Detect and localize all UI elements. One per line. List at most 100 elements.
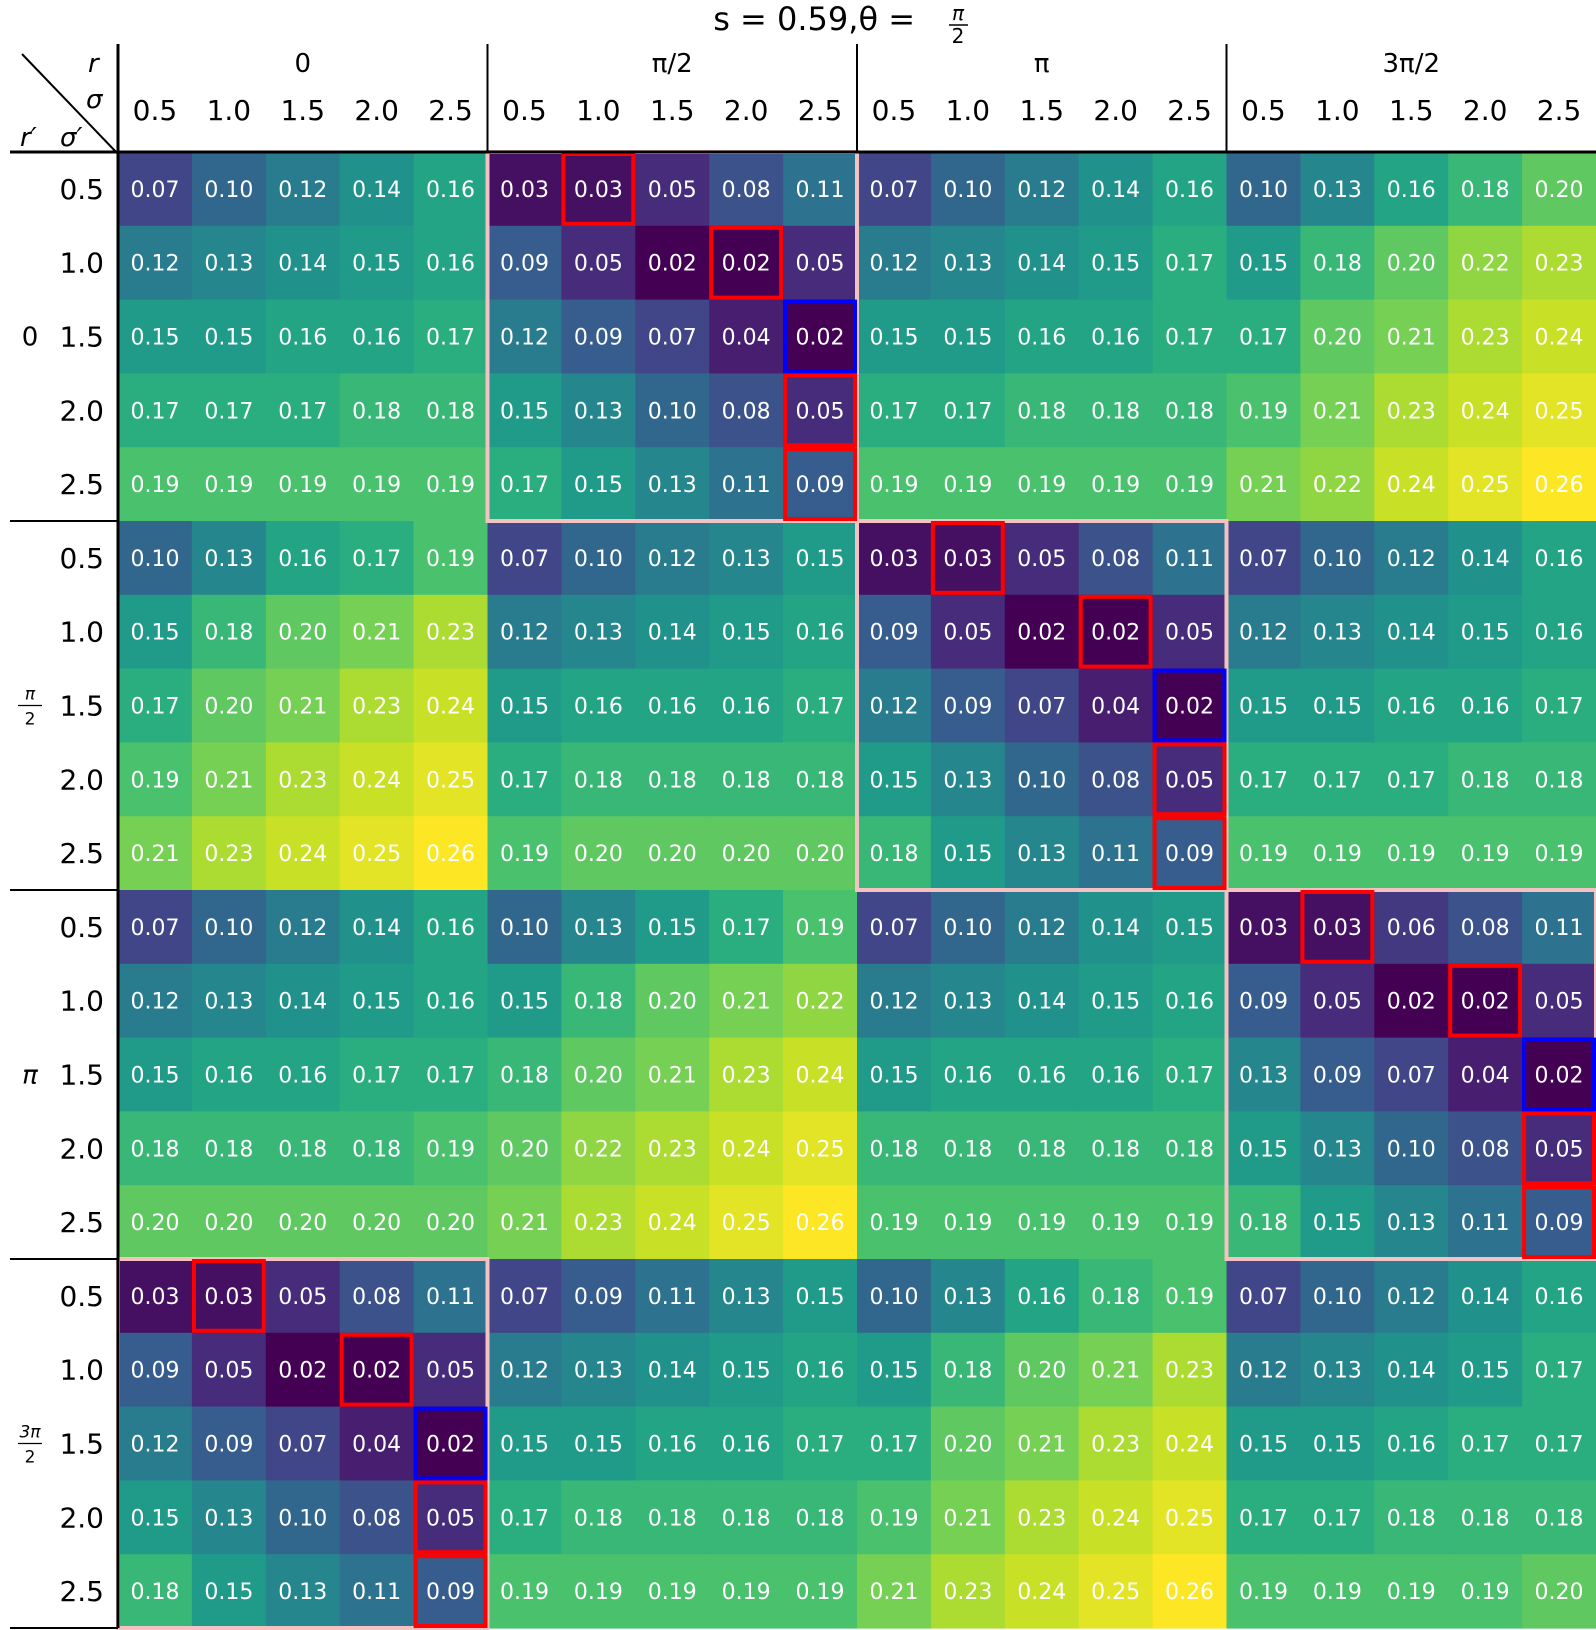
heatmap-cell — [487, 1185, 562, 1260]
cell-value-label: 0.15 — [722, 1359, 771, 1384]
heatmap-cell — [930, 1332, 1006, 1408]
cell-value-label: 0.18 — [426, 399, 475, 424]
heatmap-cell — [265, 1111, 341, 1186]
cell-value-label: 0.16 — [1387, 178, 1436, 203]
cell-highlight-red — [1078, 594, 1153, 669]
cell-value-label: 0.08 — [352, 1506, 401, 1531]
heatmap-cell — [709, 521, 784, 596]
cell-value-label: 0.02 — [1165, 695, 1214, 720]
heatmap-cell — [709, 1332, 784, 1408]
cell-value-label: 0.05 — [796, 252, 845, 277]
heatmap-cell — [1448, 1037, 1523, 1112]
heatmap-cell — [783, 890, 858, 965]
cell-value-label: 0.24 — [1535, 326, 1584, 351]
cell-value-label: 0.05 — [1165, 768, 1214, 793]
heatmap-cell — [191, 742, 267, 817]
heatmap-cell — [1078, 1554, 1154, 1629]
cell-value-label: 0.12 — [278, 916, 327, 941]
heatmap-cell — [1522, 299, 1596, 374]
cell-value-label: 0.19 — [1091, 1211, 1140, 1236]
cell-value-label: 0.08 — [1091, 768, 1140, 793]
heatmap-cell — [1152, 1111, 1228, 1186]
heatmap-cell — [783, 1480, 858, 1555]
cell-value-label: 0.05 — [648, 178, 697, 203]
cell-value-label: 0.12 — [1239, 621, 1288, 646]
row-sub-label: 1.5 — [59, 690, 104, 723]
cell-value-label: 0.16 — [426, 178, 475, 203]
cell-value-label: 0.10 — [943, 916, 992, 941]
cell-value-label: 0.18 — [1165, 399, 1214, 424]
cell-value-label: 0.20 — [278, 621, 327, 646]
heatmap-cell — [783, 152, 858, 227]
cell-value-label: 0.18 — [648, 768, 697, 793]
cell-value-label: 0.12 — [1387, 1285, 1436, 1310]
heatmap-cell — [857, 447, 932, 522]
heatmap-cell — [1300, 890, 1375, 965]
heatmap-cell — [1522, 1406, 1596, 1481]
heatmap-cell — [1448, 1332, 1523, 1408]
heatmap-cell — [857, 152, 932, 227]
cell-value-label: 0.23 — [574, 1211, 623, 1236]
heatmap-cell — [191, 816, 267, 891]
heatmap-cell — [118, 668, 193, 743]
heatmap-cell — [783, 1111, 858, 1186]
heatmap-cell — [1448, 1185, 1523, 1260]
heatmap-cell — [413, 742, 489, 817]
heatmap-cell — [1078, 963, 1154, 1039]
cell-value-label: 0.13 — [1313, 178, 1362, 203]
cell-value-label: 0.15 — [1461, 1359, 1510, 1384]
heatmap-cell — [1226, 299, 1301, 374]
heatmap-cell — [857, 1332, 932, 1408]
heatmap-cell — [1300, 447, 1375, 522]
column-group-label: π/2 — [652, 49, 693, 79]
heatmap-cell — [1078, 1185, 1154, 1260]
cell-value-label: 0.20 — [574, 842, 623, 867]
heatmap-cell — [1374, 1406, 1449, 1481]
cell-value-label: 0.17 — [500, 768, 549, 793]
heatmap-cell — [413, 447, 489, 522]
heatmap-cell — [1522, 373, 1596, 448]
cell-value-label: 0.17 — [1535, 1433, 1584, 1458]
cell-value-label: 0.09 — [574, 1285, 623, 1310]
heatmap-cell — [857, 816, 932, 891]
cell-value-label: 0.19 — [1313, 842, 1362, 867]
heatmap-cell — [1522, 225, 1596, 301]
table-frame — [10, 44, 1596, 1629]
cell-value-label: 0.15 — [796, 547, 845, 572]
heatmap-cell — [1374, 521, 1449, 596]
heatmap-cell — [561, 816, 636, 891]
cell-value-label: 0.10 — [130, 547, 179, 572]
heatmap-cell — [561, 521, 636, 596]
heatmap-cell — [561, 668, 636, 743]
heatmap-cell — [635, 1480, 710, 1555]
heatmap-cell — [1078, 668, 1154, 743]
cell-value-label: 0.18 — [204, 621, 253, 646]
cell-value-label: 0.17 — [1165, 326, 1214, 351]
cell-value-label: 0.04 — [1461, 1064, 1510, 1089]
heatmap-cell — [783, 299, 858, 374]
heatmap-cell — [561, 225, 636, 301]
cell-value-label: 0.03 — [1313, 916, 1362, 941]
cell-value-label: 0.24 — [722, 1137, 771, 1162]
cell-value-label: 0.12 — [500, 326, 549, 351]
cell-value-label: 0.12 — [1239, 1359, 1288, 1384]
heatmap-cell — [635, 1332, 710, 1408]
heatmap-cell — [265, 742, 341, 817]
cell-value-label: 0.11 — [1165, 547, 1214, 572]
heatmap-cell — [635, 299, 710, 374]
heatmap-cell — [930, 521, 1006, 596]
cell-value-label: 0.23 — [1091, 1433, 1140, 1458]
cell-value-label: 0.19 — [1091, 473, 1140, 498]
heatmap-cell — [1300, 225, 1375, 301]
column-sub-label: 2.0 — [354, 94, 399, 127]
heatmap-cell — [1226, 1406, 1301, 1481]
heatmap-cell — [1152, 1406, 1228, 1481]
cell-value-label: 0.24 — [796, 1064, 845, 1089]
heatmap-cell — [1078, 299, 1154, 374]
heatmap-cell — [118, 299, 193, 374]
heatmap-cell — [265, 152, 341, 227]
heatmap-cell — [1300, 373, 1375, 448]
cell-value-label: 0.19 — [1461, 1580, 1510, 1605]
cell-value-label: 0.20 — [943, 1433, 992, 1458]
heatmap-cell — [339, 1406, 415, 1481]
